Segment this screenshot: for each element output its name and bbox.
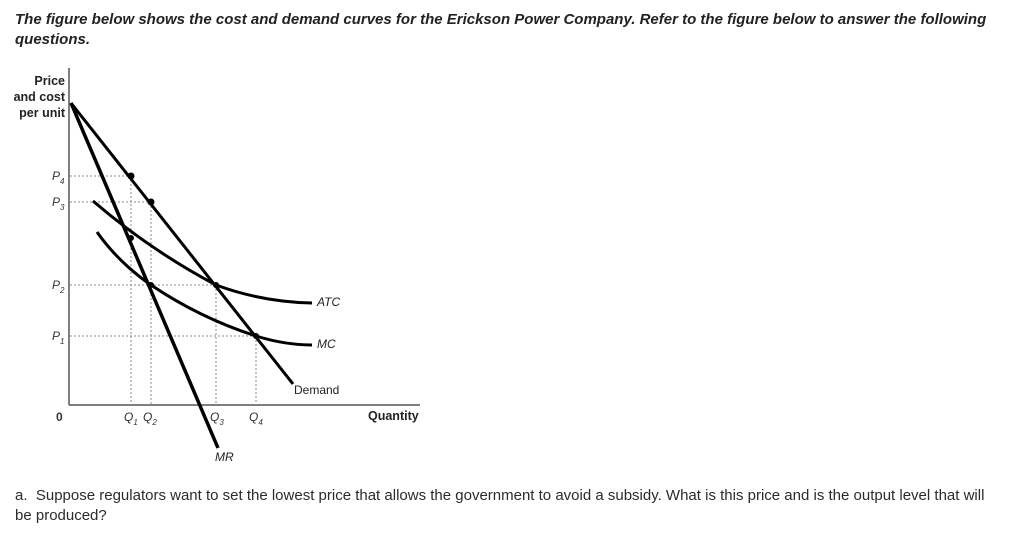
demand-label: Demand [294, 383, 339, 397]
mc-curve [95, 231, 313, 347]
q4-label: Q4 [249, 410, 263, 427]
q1-label: Q1 [124, 410, 138, 427]
question-a: a. Suppose regulators want to set the lo… [15, 486, 1005, 526]
mc-label: MC [317, 337, 336, 351]
p3-label: P3 [52, 195, 65, 212]
x-axis-label: Quantity [368, 409, 419, 423]
guide-lines [70, 175, 257, 405]
mr-label: MR [215, 450, 234, 464]
svg-text:per unit: per unit [19, 106, 66, 120]
svg-text:and cost: and cost [14, 90, 66, 104]
y-axis-label: Price and cost per unit [14, 74, 66, 120]
question-text: Suppose regulators want to set the lowes… [15, 487, 985, 524]
q2-label: Q2 [143, 410, 157, 427]
p2-label: P2 [52, 278, 65, 295]
atc-label: ATC [316, 295, 340, 309]
origin-label: 0 [56, 410, 63, 424]
mr-curve [69, 102, 220, 449]
intersection-points [127, 172, 259, 339]
intro-text: The figure below shows the cost and dema… [15, 11, 987, 48]
price-tick-labels: P4 P3 P2 P1 [52, 169, 65, 346]
q3-label: Q3 [210, 410, 224, 427]
quantity-tick-labels: Q1 Q2 Q3 Q4 [124, 410, 263, 427]
p1-label: P1 [52, 329, 64, 346]
p4-label: P4 [52, 169, 65, 186]
question-label: a. [15, 487, 28, 504]
svg-text:Price: Price [34, 74, 65, 88]
atc-curve [92, 199, 313, 305]
